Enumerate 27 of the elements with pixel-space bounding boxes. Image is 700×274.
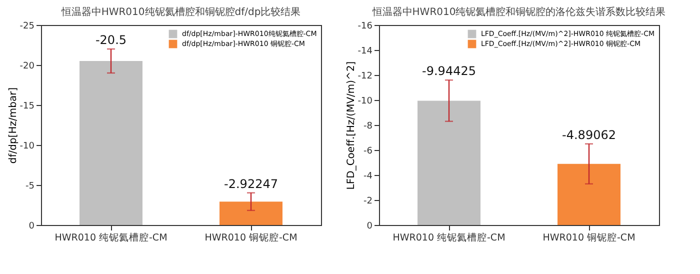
x-tick-label: HWR010 纯铌氦槽腔-CM bbox=[392, 232, 506, 244]
data-label: -9.94425 bbox=[422, 64, 476, 78]
data-label: -2.92247 bbox=[224, 176, 278, 191]
y-tick-label: -10 bbox=[358, 96, 373, 106]
y-tick-label: -14 bbox=[358, 46, 373, 56]
y-tick-label: -20 bbox=[20, 62, 35, 72]
y-tick-label: -12 bbox=[358, 72, 372, 82]
y-tick-label: -15 bbox=[20, 102, 34, 112]
y-axis-title: LFD_Coeff.[Hz/(MV/m)^2] bbox=[346, 61, 357, 190]
x-tick-label: HWR010 铜铌腔-CM bbox=[542, 232, 636, 244]
y-tick-label: -10 bbox=[20, 142, 35, 152]
y-tick-label: -25 bbox=[20, 22, 34, 32]
y-tick-label: -4 bbox=[364, 172, 373, 182]
y-tick-label: -6 bbox=[364, 146, 373, 156]
y-tick-label: -2 bbox=[364, 196, 372, 206]
x-tick-label: HWR010 铜铌腔-CM bbox=[204, 232, 298, 244]
y-tick-label: -5 bbox=[26, 182, 34, 192]
y-tick-label: -16 bbox=[358, 22, 373, 32]
y-axis-title: df/dp[Hz/mbar] bbox=[8, 87, 19, 164]
chart-title: 恒温器中HWR010纯铌氦槽腔和铜铌腔df/dp比较结果 bbox=[60, 6, 301, 18]
y-tick-label: 0 bbox=[28, 222, 35, 232]
y-tick-label: 0 bbox=[366, 222, 373, 232]
x-tick-label: HWR010 纯铌氦槽腔-CM bbox=[54, 232, 168, 244]
y-tick-label: -8 bbox=[364, 122, 373, 132]
chart-title: 恒温器中HWR010纯铌氦槽腔和铜铌腔的洛伦兹失谐系数比较结果 bbox=[371, 6, 666, 18]
data-label: -4.89062 bbox=[562, 128, 616, 142]
data-label: -20.5 bbox=[95, 33, 127, 47]
